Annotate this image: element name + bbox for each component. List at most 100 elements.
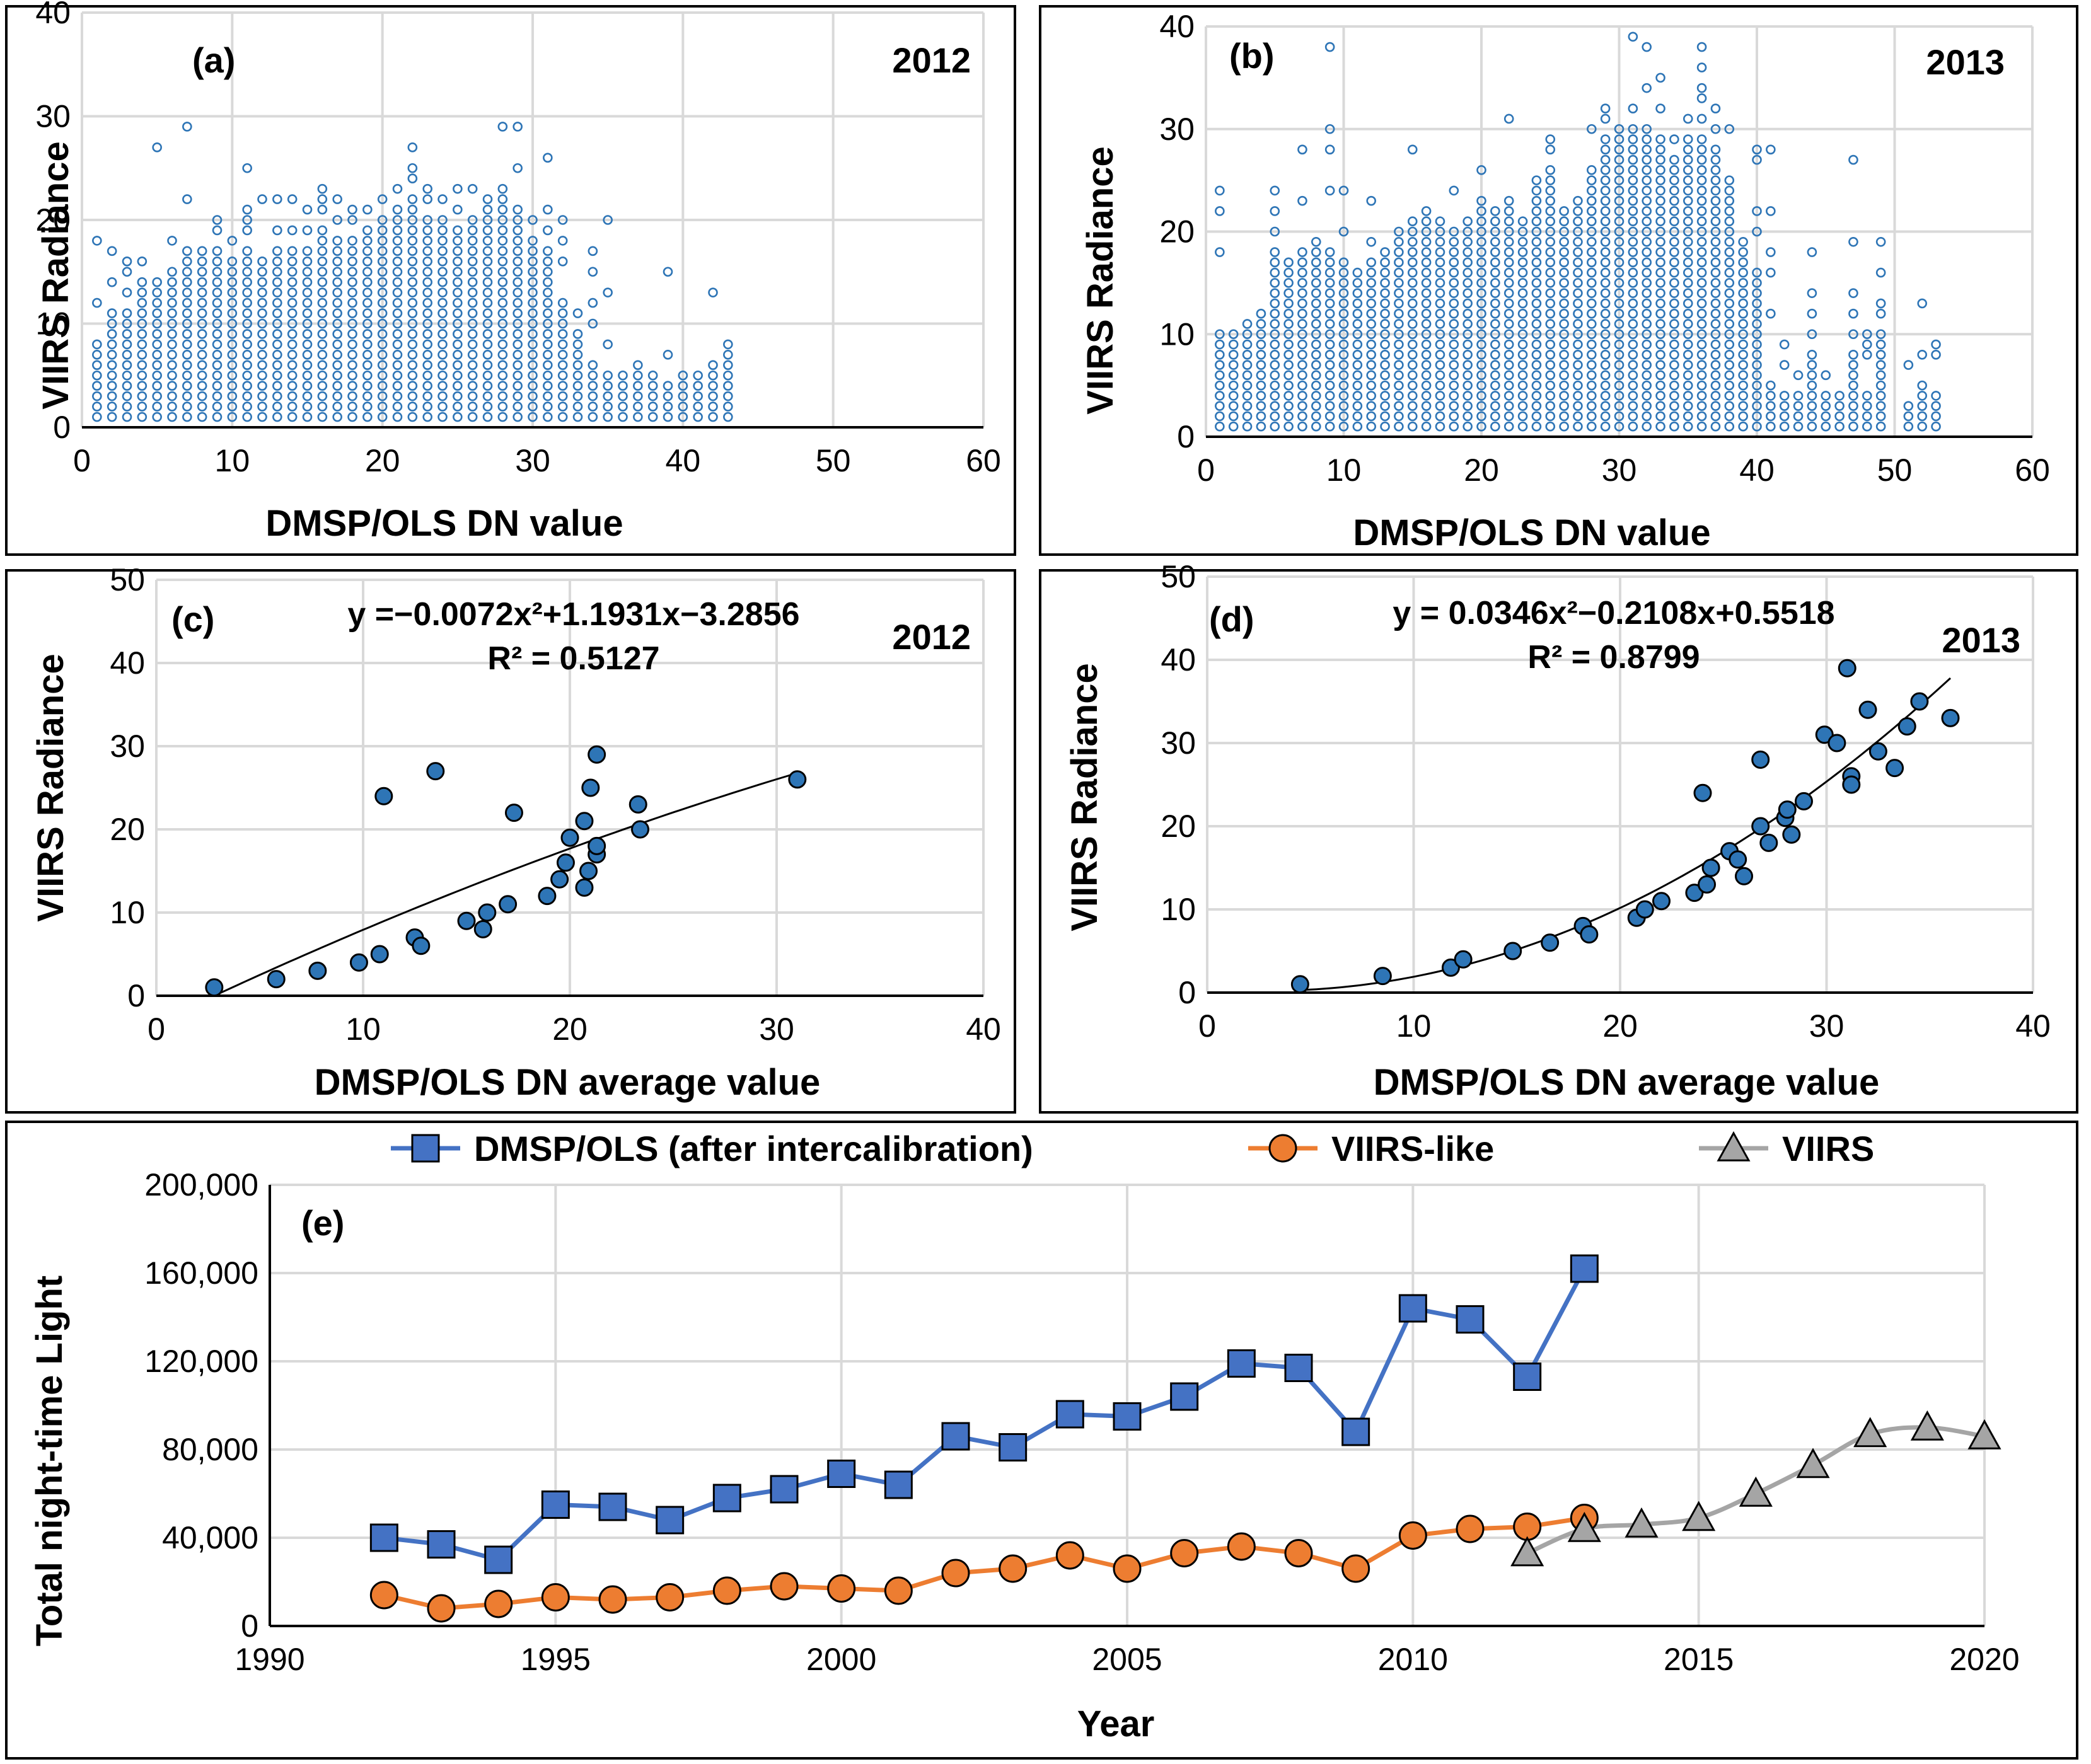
data-point — [392, 318, 403, 329]
data-point — [257, 318, 267, 329]
y-tick-label: 10 — [35, 306, 71, 342]
data-point — [1600, 154, 1611, 165]
data-point — [557, 391, 568, 401]
data-point — [227, 401, 238, 412]
data-point — [1600, 329, 1611, 340]
data-point — [1738, 401, 1748, 411]
data-point — [543, 246, 553, 257]
data-point — [1559, 349, 1569, 360]
data-point — [1421, 247, 1432, 257]
data-point — [1352, 267, 1363, 278]
data-point — [1394, 349, 1404, 360]
data-point — [272, 256, 282, 267]
data-point — [152, 381, 162, 391]
data-point — [1380, 278, 1390, 288]
data-point — [1421, 257, 1432, 268]
data-point — [377, 225, 388, 236]
data-point — [212, 401, 223, 412]
data-point — [107, 391, 117, 401]
data-point — [513, 391, 523, 401]
data-point — [1490, 247, 1500, 257]
data-point — [1338, 298, 1349, 309]
data-point — [1559, 391, 1569, 401]
data-point — [482, 267, 493, 277]
data-point — [152, 329, 162, 339]
data-point — [1642, 360, 1652, 370]
data-point — [1600, 298, 1611, 309]
data-point — [182, 339, 192, 350]
data-point — [647, 401, 658, 412]
data-point — [317, 225, 328, 236]
data-point — [1683, 257, 1693, 268]
data-point — [1642, 349, 1652, 360]
data-point — [1270, 401, 1280, 411]
data-point — [242, 412, 252, 422]
data-point — [1373, 967, 1392, 986]
data-point — [1655, 103, 1665, 113]
data-point — [1297, 411, 1307, 422]
data-point — [212, 318, 223, 329]
data-point — [1476, 411, 1486, 422]
data-point — [212, 308, 223, 318]
data-point — [137, 360, 148, 371]
data-point — [1642, 216, 1652, 227]
data-point — [122, 350, 132, 360]
data-point — [1752, 349, 1762, 360]
data-point — [1587, 175, 1597, 185]
data-point — [1338, 319, 1349, 329]
data-point — [137, 287, 148, 297]
data-point — [1545, 226, 1556, 237]
data-point — [377, 246, 388, 257]
data-point — [1696, 216, 1707, 227]
data-point — [603, 412, 613, 422]
data-point — [1696, 93, 1707, 103]
data-point — [272, 308, 282, 318]
data-point — [212, 360, 223, 371]
data-point — [1297, 339, 1307, 350]
data-point — [1669, 421, 1679, 432]
data-point — [1490, 370, 1500, 381]
data-point — [467, 339, 478, 350]
data-point — [407, 318, 418, 329]
y-tick-label: 30 — [1159, 112, 1195, 147]
data-point — [1766, 401, 1776, 411]
data-point — [1821, 421, 1831, 432]
data-point — [708, 360, 718, 371]
data-point — [332, 401, 342, 412]
data-point — [287, 267, 298, 277]
data-point — [1710, 278, 1721, 288]
data-point — [1449, 329, 1459, 340]
data-point — [1256, 339, 1266, 350]
data-point — [137, 391, 148, 401]
x-tick-label: 60 — [2015, 453, 2050, 488]
series-dmsp-point — [999, 1433, 1028, 1461]
panel-b-ylabel: VIIRS Radiance — [1080, 146, 1121, 414]
data-point — [1698, 875, 1717, 894]
series-viirs-point — [1910, 1410, 1944, 1441]
x-tick-label: 40 — [2015, 1008, 2051, 1044]
data-point — [377, 308, 388, 318]
data-point — [1793, 370, 1804, 381]
series-dmsp-point — [656, 1506, 685, 1535]
data-point — [1587, 195, 1597, 206]
data-point — [1807, 401, 1817, 411]
data-point — [377, 297, 388, 308]
data-point — [513, 412, 523, 422]
data-point — [1297, 401, 1307, 411]
data-point — [497, 122, 508, 132]
data-point — [1311, 298, 1321, 309]
data-point — [422, 391, 432, 401]
data-point — [302, 287, 313, 297]
data-point — [422, 350, 432, 360]
data-point — [1724, 288, 1735, 298]
data-point — [1752, 288, 1762, 298]
data-point — [1338, 391, 1349, 401]
data-point — [1652, 892, 1671, 911]
data-point — [557, 256, 568, 267]
data-point — [1270, 206, 1280, 216]
data-point — [182, 267, 192, 277]
data-point — [437, 360, 448, 371]
data-point — [122, 412, 132, 422]
data-point — [513, 267, 523, 277]
data-point — [437, 412, 448, 422]
